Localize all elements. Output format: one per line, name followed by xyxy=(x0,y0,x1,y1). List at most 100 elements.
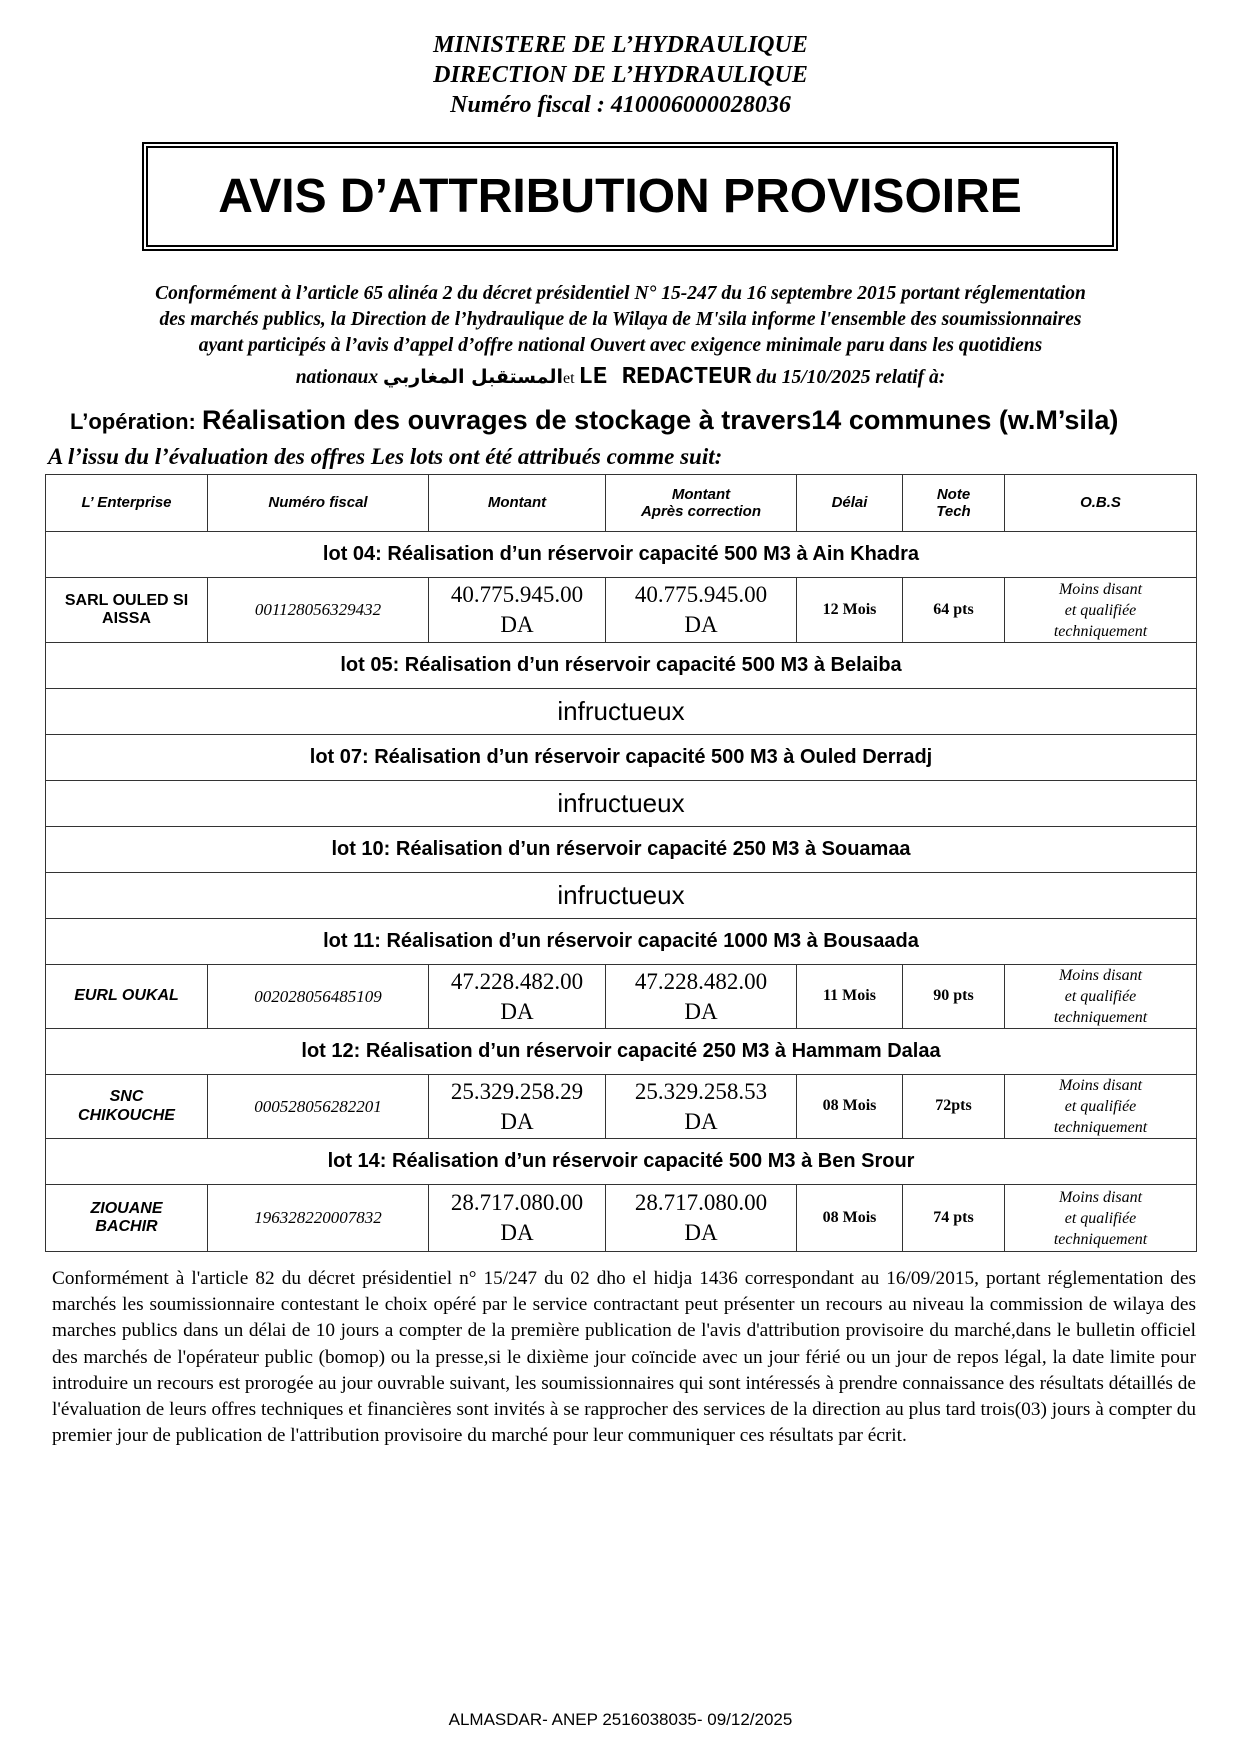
operation-text: Réalisation des ouvrages de stockage à t… xyxy=(202,405,1119,435)
enterprise-cell: EURL OUKAL xyxy=(45,964,208,1029)
obs-text: Moins disant xyxy=(1058,1188,1143,1206)
table-row: ZIOUANE BACHIR 196328220007832 28.717.080.0… xyxy=(45,1184,1197,1252)
tech-score-cell: 72pts xyxy=(902,1074,1005,1139)
delay-cell: 11 Mois xyxy=(796,964,903,1029)
enterprise-cell: SNC CHIKOUCHE xyxy=(45,1074,208,1139)
col-header-fiscal: Numéro fiscal xyxy=(207,474,429,532)
lot-status-row: infructueux xyxy=(45,780,1197,827)
ministry-heading: MINISTERE DE L’HYDRAULIQUE xyxy=(433,32,808,58)
legal-notice: Conformément à l'article 82 du décret pr… xyxy=(52,1268,1196,1447)
header-text: Montant xyxy=(671,485,731,503)
obs-cell: Moins disant et qualifiée techniquement xyxy=(1004,1184,1197,1252)
delay-cell: 08 Mois xyxy=(796,1074,903,1139)
obs-text: techniquement xyxy=(1053,1119,1148,1136)
lot-title: lot 07: Réalisation d’un réservoir capac… xyxy=(45,734,1197,781)
corrected-amount-cell: 40.775.945.00 DA xyxy=(605,577,797,643)
intro-text: nationaux xyxy=(295,367,383,388)
obs-text: Moins disant xyxy=(1058,967,1143,984)
tech-score-cell: 64 pts xyxy=(902,577,1005,643)
table-row: SARL OULED SI AISSA 001128056329432 40.775.… xyxy=(45,577,1197,643)
intro-text: et xyxy=(562,370,579,387)
lot-title: lot 11: Réalisation d’un réservoir capac… xyxy=(45,918,1197,965)
obs-text: Moins disant xyxy=(1058,580,1143,598)
header-text: Note xyxy=(936,485,971,503)
col-header-amount: Montant xyxy=(428,474,606,532)
fiscal-number-cell: 002028056485109 xyxy=(207,964,429,1029)
obs-cell: Moins disant et qualifiée techniquement xyxy=(1004,577,1197,643)
lot-title-row: lot 10: Réalisation d’un réservoir capac… xyxy=(45,826,1197,873)
fiscal-number-cell: 196328220007832 xyxy=(207,1184,429,1252)
amount-value: 47.228.482.00 xyxy=(634,968,768,994)
direction-heading: DIRECTION DE L’HYDRAULIQUE xyxy=(433,62,808,88)
table-row: SNC CHIKOUCHE 000528056282201 25.329.258.29… xyxy=(45,1074,1197,1139)
page-title: AVIS D’ATTRIBUTION PROVISOIRE xyxy=(218,170,1022,223)
currency: DA xyxy=(684,612,718,637)
obs-text: et qualifiée xyxy=(1064,1209,1137,1227)
obs-text: Moins disant xyxy=(1058,1077,1143,1094)
enterprise-name: EURL OUKAL xyxy=(74,987,179,1005)
enterprise-cell: SARL OULED SI AISSA xyxy=(45,577,208,643)
lot-title: lot 10: Réalisation d’un réservoir capac… xyxy=(45,826,1197,873)
newspaper-arabic: المستقبل المغاربي xyxy=(382,366,563,388)
obs-text: techniquement xyxy=(1053,1230,1148,1248)
corrected-amount-cell: 47.228.482.00 DA xyxy=(605,964,797,1029)
enterprise-cell: ZIOUANE BACHIR xyxy=(45,1184,208,1252)
enterprise-name: BACHIR xyxy=(95,1218,158,1235)
amount-value: 40.775.945.00 xyxy=(450,582,584,607)
lot-status: infructueux xyxy=(45,688,1197,735)
currency: DA xyxy=(684,1220,718,1245)
intro-line-3: ayant participés à l’avis d’appel d’offr… xyxy=(198,335,1043,356)
currency: DA xyxy=(684,1108,718,1134)
delay-cell: 08 Mois xyxy=(796,1184,903,1252)
obs-text: techniquement xyxy=(1053,1009,1148,1026)
amount-value: 25.329.258.29 xyxy=(450,1078,584,1104)
col-header-enterprise: L’ Enterprise xyxy=(45,474,208,532)
lot-title-row: lot 05: Réalisation d’un réservoir capac… xyxy=(45,642,1197,689)
amount-cell: 40.775.945.00 DA xyxy=(428,577,606,643)
lot-title: lot 14: Réalisation d’un réservoir capac… xyxy=(45,1138,1197,1185)
obs-text: et qualifiée xyxy=(1064,1098,1137,1115)
enterprise-name: AISSA xyxy=(102,610,151,627)
obs-text: et qualifiée xyxy=(1064,601,1137,619)
enterprise-name: SARL OULED SI xyxy=(64,591,189,609)
enterprise-name: ZIOUANE xyxy=(90,1199,163,1217)
lot-title: lot 12: Réalisation d’un réservoir capac… xyxy=(45,1028,1197,1075)
amount-value: 47.228.482.00 xyxy=(450,968,584,994)
lot-title: lot 05: Réalisation d’un réservoir capac… xyxy=(45,642,1197,689)
title-box: AVIS D’ATTRIBUTION PROVISOIRE xyxy=(142,142,1118,251)
obs-cell: Moins disant et qualifiée techniquement xyxy=(1004,964,1197,1029)
lot-status: infructueux xyxy=(45,780,1197,827)
amount-value: 25.329.258.53 xyxy=(634,1078,768,1104)
amount-value: 28.717.080.00 xyxy=(450,1190,584,1215)
currency: DA xyxy=(684,998,718,1024)
currency: DA xyxy=(500,1220,534,1245)
amount-value: 28.717.080.00 xyxy=(634,1190,768,1215)
lot-title-row: lot 12: Réalisation d’un réservoir capac… xyxy=(45,1028,1197,1075)
enterprise-name: CHIKOUCHE xyxy=(78,1106,175,1124)
publication-reference: ALMASDAR- ANEP 2516038035- 09/12/2025 xyxy=(448,1710,793,1729)
col-header-tech-score: Note Tech xyxy=(902,474,1005,532)
header-text: Tech xyxy=(936,503,971,520)
col-header-corrected-amount: Montant Après correction xyxy=(605,474,797,532)
lot-title-row: lot 11: Réalisation d’un réservoir capac… xyxy=(45,918,1197,965)
amount-value: 40.775.945.00 xyxy=(634,582,768,607)
corrected-amount-cell: 25.329.258.53 DA xyxy=(605,1074,797,1139)
lot-title: lot 04: Réalisation d’un réservoir capac… xyxy=(45,531,1197,578)
currency: DA xyxy=(500,998,534,1024)
enterprise-name: SNC xyxy=(109,1088,144,1106)
tech-score-cell: 90 pts xyxy=(902,964,1005,1029)
attribution-table: L’ Enterprise Numéro fiscal Montant Mont… xyxy=(45,474,1197,1252)
intro-line-2: des marchés publics, la Direction de l’h… xyxy=(159,309,1082,330)
tech-score-cell: 74 pts xyxy=(902,1184,1005,1252)
table-row: EURL OUKAL 002028056485109 47.228.482.00 DA… xyxy=(45,964,1197,1029)
fiscal-number-cell: 000528056282201 xyxy=(207,1074,429,1139)
lot-status-row: infructueux xyxy=(45,872,1197,919)
table-header-row: L’ Enterprise Numéro fiscal Montant Mont… xyxy=(45,474,1197,532)
lot-title-row: lot 04: Réalisation d’un réservoir capac… xyxy=(45,531,1197,578)
fiscal-number-cell: 001128056329432 xyxy=(207,577,429,643)
intro-line-4: nationaux المستقبل المغاربيet LE REDACTE… xyxy=(60,364,1181,392)
obs-text: techniquement xyxy=(1053,622,1148,640)
amount-cell: 28.717.080.00 DA xyxy=(428,1184,606,1252)
lot-status: infructueux xyxy=(45,872,1197,919)
